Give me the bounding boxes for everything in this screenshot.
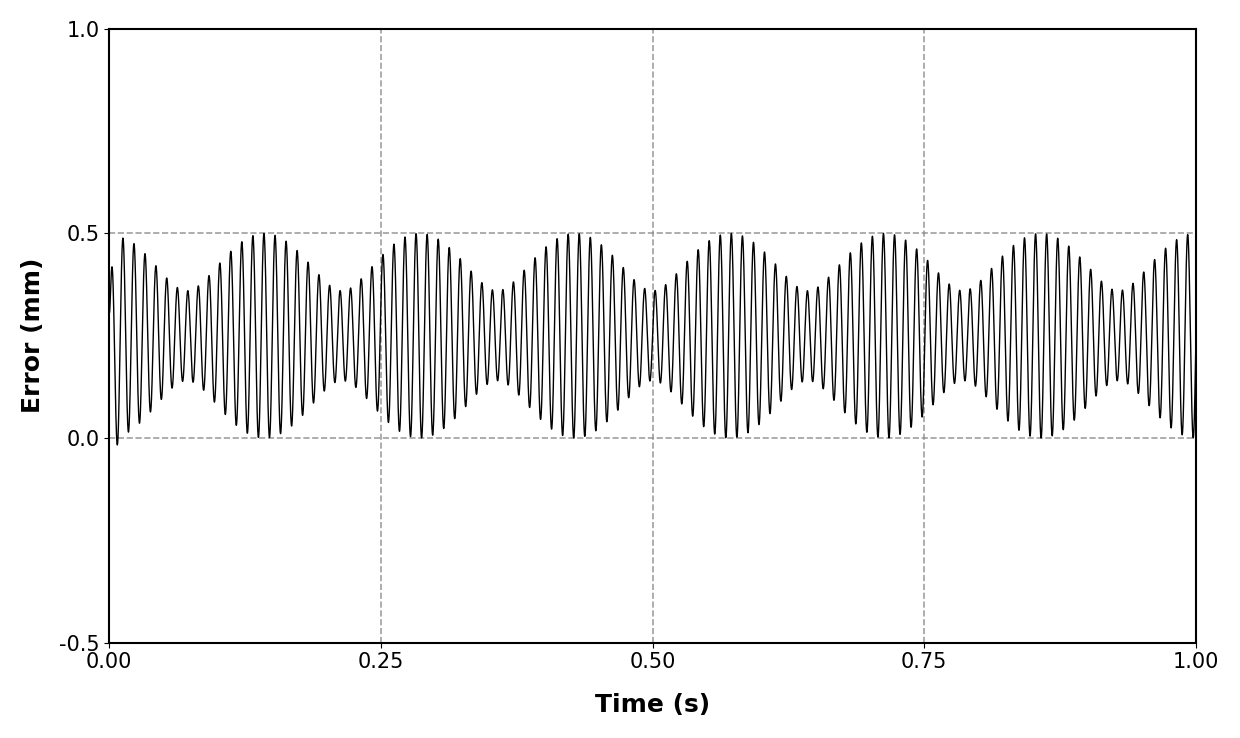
- Y-axis label: Error (mm): Error (mm): [21, 258, 45, 413]
- X-axis label: Time (s): Time (s): [595, 693, 711, 717]
